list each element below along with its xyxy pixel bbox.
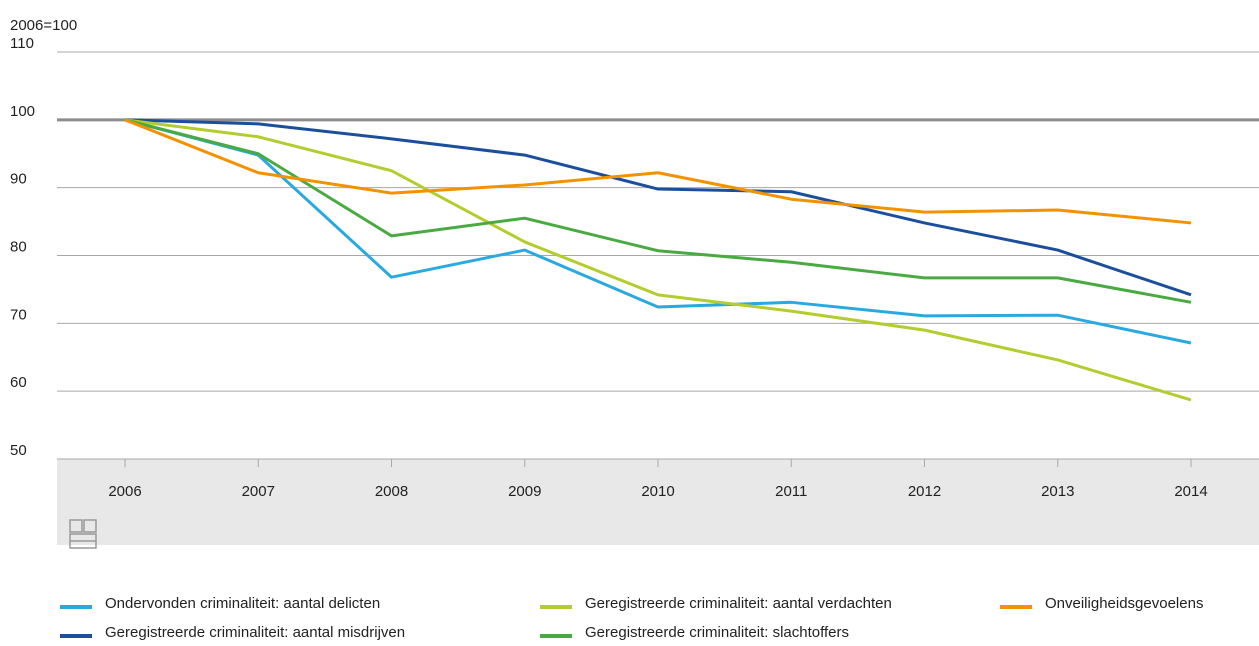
x-tick-label: 2008 bbox=[375, 483, 408, 500]
x-tick-label: 2010 bbox=[641, 483, 674, 500]
y-tick-label: 90 bbox=[10, 171, 27, 188]
x-tick-label: 2006 bbox=[108, 483, 141, 500]
series-line bbox=[124, 118, 1192, 297]
x-tick-label: 2009 bbox=[508, 483, 541, 500]
x-tick-label: 2014 bbox=[1174, 483, 1207, 500]
legend-label: Geregistreerde criminaliteit: slachtoffe… bbox=[585, 624, 849, 641]
legend-label: Ondervonden criminaliteit: aantal delict… bbox=[105, 595, 380, 612]
y-tick-label: 60 bbox=[10, 374, 27, 391]
y-tick-label: 70 bbox=[10, 306, 27, 323]
x-tick-label: 2013 bbox=[1041, 483, 1074, 500]
y-tick-label: 80 bbox=[10, 238, 27, 255]
series-line bbox=[124, 118, 1192, 345]
y-tick-label: 100 bbox=[10, 103, 35, 120]
legend-label: Geregistreerde criminaliteit: aantal mis… bbox=[105, 624, 405, 641]
x-tick-label: 2007 bbox=[242, 483, 275, 500]
y-axis-label: 2006=100 bbox=[10, 17, 77, 34]
x-tick-label: 2012 bbox=[908, 483, 941, 500]
x-axis-band bbox=[57, 459, 1259, 545]
series-line bbox=[124, 118, 1192, 402]
legend-label: Onveiligheidsgevoelens bbox=[1045, 595, 1203, 612]
logo bbox=[69, 519, 97, 549]
series-line bbox=[124, 118, 1192, 304]
legend-label: Geregistreerde criminaliteit: aantal ver… bbox=[585, 595, 892, 612]
x-tick-label: 2011 bbox=[775, 483, 807, 500]
y-tick-label: 50 bbox=[10, 442, 27, 459]
series-line bbox=[124, 118, 1192, 225]
y-tick-label: 110 bbox=[10, 35, 34, 52]
